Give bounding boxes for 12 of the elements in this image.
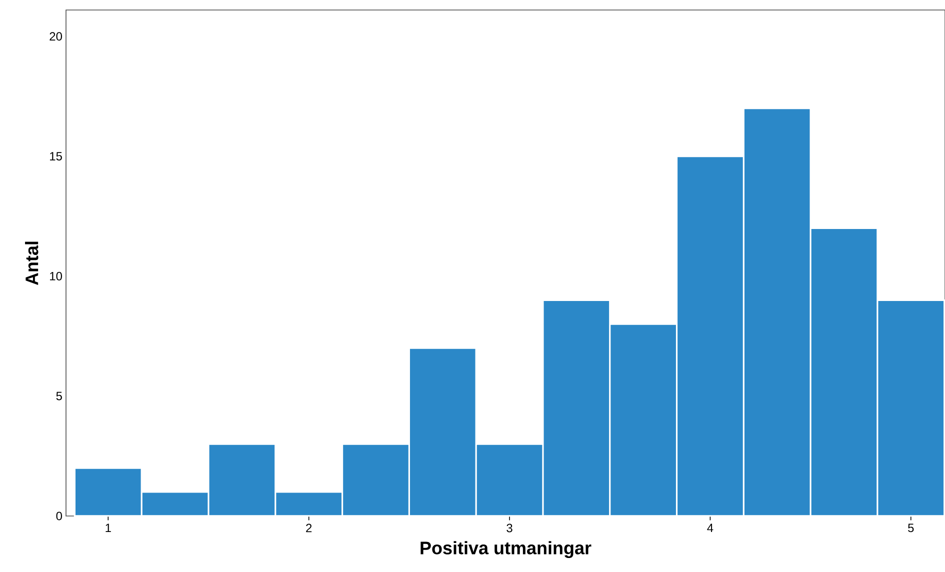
y-axis-title: Antal [25,242,38,286]
y-tick-label: 20 [50,32,62,41]
x-tick-label: 3 [506,524,512,532]
x-tick-label: 1 [106,524,111,532]
x-tick-label: 4 [707,524,714,532]
x-tick-label: 5 [908,524,914,532]
x-axis-title: Positiva utmaningar [420,541,592,558]
x-tick-label: 2 [306,524,312,532]
y-tick-label: 15 [50,152,62,160]
y-tick-label: 5 [56,392,62,400]
y-tick-label: 10 [50,272,62,280]
y-tick-label: 0 [56,512,62,520]
